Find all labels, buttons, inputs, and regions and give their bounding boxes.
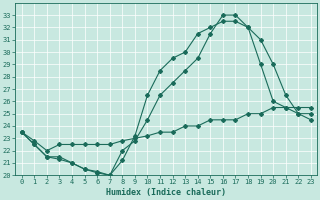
- X-axis label: Humidex (Indice chaleur): Humidex (Indice chaleur): [106, 188, 226, 197]
